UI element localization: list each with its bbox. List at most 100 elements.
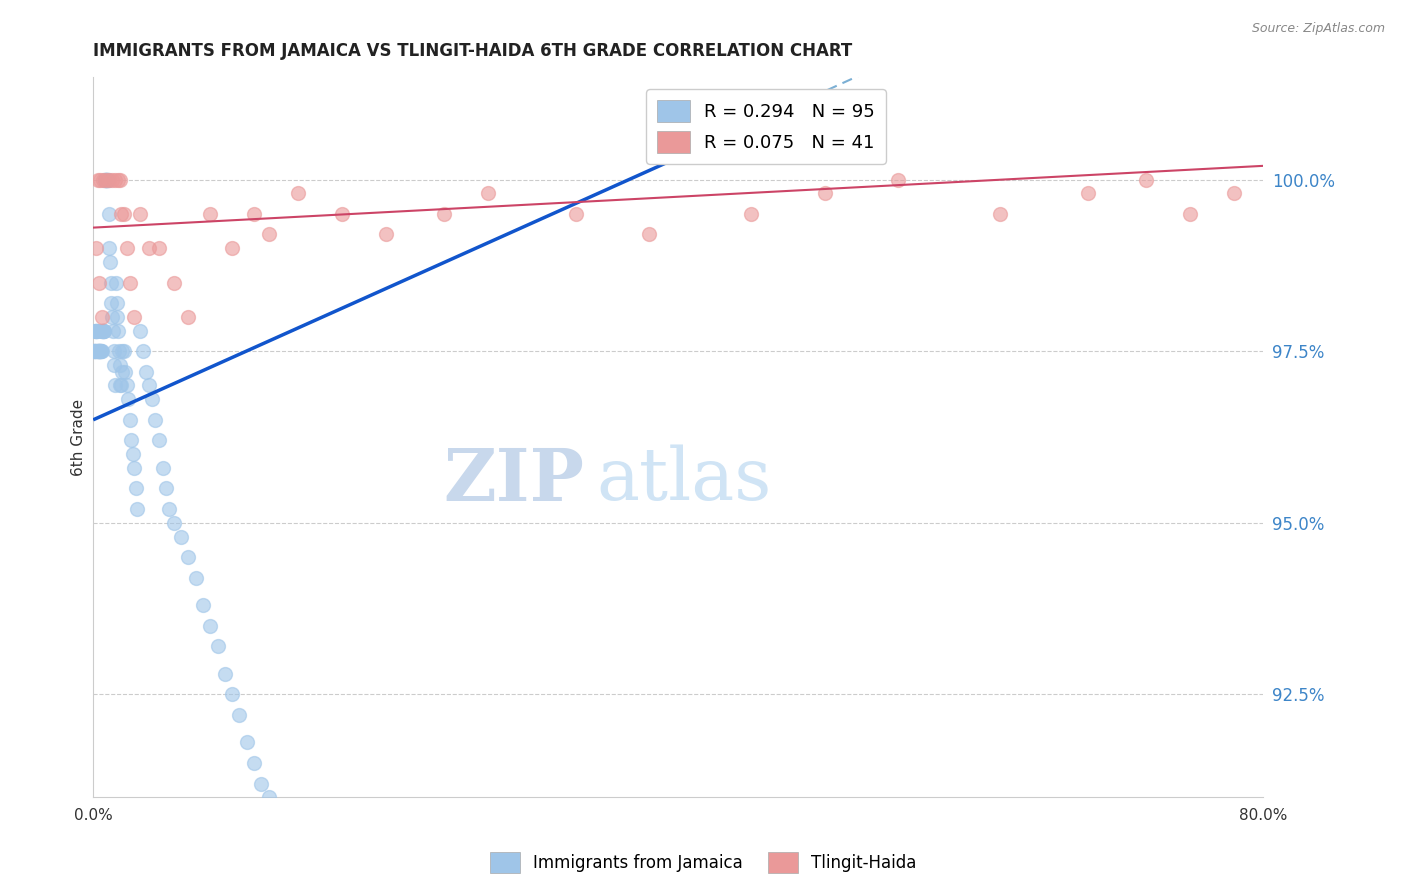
Point <box>162 516 184 530</box>
Point <box>104 172 127 186</box>
Point <box>565 207 588 221</box>
Point <box>89 344 111 359</box>
Point <box>110 378 132 392</box>
Point <box>117 392 139 407</box>
Point <box>221 241 243 255</box>
Point <box>100 296 122 310</box>
Point <box>120 434 142 448</box>
Point <box>813 186 835 201</box>
Point <box>89 344 111 359</box>
Point <box>118 413 141 427</box>
Point <box>101 172 124 186</box>
Point <box>104 276 127 290</box>
Text: Source: ZipAtlas.com: Source: ZipAtlas.com <box>1251 22 1385 36</box>
Point <box>94 172 117 186</box>
Point <box>228 708 250 723</box>
Point <box>243 756 266 770</box>
Point <box>101 310 124 324</box>
Point <box>638 227 661 242</box>
Point <box>91 324 114 338</box>
Point <box>93 324 115 338</box>
Point <box>111 365 134 379</box>
Point <box>273 804 295 818</box>
Point <box>87 344 110 359</box>
Point <box>155 482 177 496</box>
Point <box>124 482 146 496</box>
Point <box>87 344 110 359</box>
Point <box>89 344 111 359</box>
Point <box>105 310 128 324</box>
Point <box>104 378 127 392</box>
Point <box>257 227 280 242</box>
Point <box>152 461 174 475</box>
Point <box>84 324 107 338</box>
Point <box>143 413 166 427</box>
Point <box>157 502 180 516</box>
Point <box>93 324 115 338</box>
Point <box>121 447 143 461</box>
Point <box>87 344 110 359</box>
Point <box>236 735 259 749</box>
Point <box>89 344 111 359</box>
Y-axis label: 6th Grade: 6th Grade <box>72 399 86 475</box>
Point <box>107 172 129 186</box>
Point <box>86 344 108 359</box>
Point <box>1223 186 1246 201</box>
Point <box>129 324 152 338</box>
Text: atlas: atlas <box>596 445 772 516</box>
Point <box>107 344 129 359</box>
Point <box>110 207 132 221</box>
Point <box>115 241 138 255</box>
Point <box>97 172 120 186</box>
Point <box>433 207 456 221</box>
Point <box>141 392 163 407</box>
Point <box>112 207 135 221</box>
Point <box>1077 186 1099 201</box>
Point <box>108 358 131 372</box>
Point <box>886 172 908 186</box>
Point <box>97 207 120 221</box>
Point <box>200 207 222 221</box>
Point <box>221 687 243 701</box>
Point <box>177 310 200 324</box>
Point <box>94 172 117 186</box>
Point <box>90 344 112 359</box>
Point <box>122 461 145 475</box>
Point <box>91 310 114 324</box>
Point <box>162 276 184 290</box>
Point <box>330 207 353 221</box>
Point <box>90 344 112 359</box>
Point <box>138 241 160 255</box>
Point <box>86 324 108 338</box>
Point <box>91 324 114 338</box>
Point <box>287 186 309 201</box>
Point <box>103 344 125 359</box>
Point <box>988 207 1011 221</box>
Point <box>83 344 105 359</box>
Point <box>84 241 107 255</box>
Point <box>243 207 266 221</box>
Legend: R = 0.294   N = 95, R = 0.075   N = 41: R = 0.294 N = 95, R = 0.075 N = 41 <box>647 89 886 164</box>
Point <box>114 365 136 379</box>
Point <box>86 324 108 338</box>
Point <box>93 172 115 186</box>
Point <box>89 172 111 186</box>
Point <box>257 790 280 805</box>
Point <box>148 241 170 255</box>
Point <box>86 344 108 359</box>
Point <box>105 296 128 310</box>
Point <box>91 324 114 338</box>
Point <box>477 186 499 201</box>
Point <box>100 276 122 290</box>
Point <box>129 207 152 221</box>
Point <box>96 172 118 186</box>
Point <box>108 172 131 186</box>
Point <box>96 172 118 186</box>
Point <box>96 172 118 186</box>
Point <box>191 598 214 612</box>
Point <box>374 227 396 242</box>
Point <box>84 344 107 359</box>
Point <box>132 344 155 359</box>
Point <box>101 324 124 338</box>
Point <box>86 172 108 186</box>
